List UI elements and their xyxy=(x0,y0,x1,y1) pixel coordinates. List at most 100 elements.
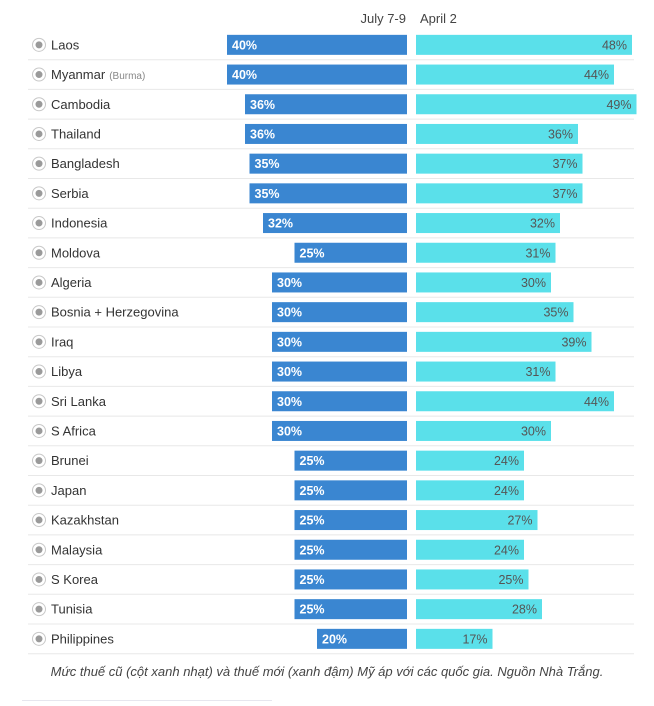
data-label-july-7-9-indonesia: 32% xyxy=(268,217,293,231)
country-note-myanmar: (Burma) xyxy=(109,71,145,82)
flag-indonesia-emblem xyxy=(35,219,43,227)
bar-april-2-kazakhstan xyxy=(416,510,538,531)
country-label-tunisia: Tunisia xyxy=(51,602,93,617)
data-label-july-7-9-sri-lanka: 30% xyxy=(277,395,302,409)
data-label-july-7-9-brunei: 25% xyxy=(300,454,325,468)
country-label-indonesia: Indonesia xyxy=(51,216,108,231)
bar-april-2-cambodia xyxy=(416,94,637,115)
data-label-april-2-malaysia: 24% xyxy=(494,543,519,557)
data-label-april-2-bosnia-herzegovina: 35% xyxy=(543,306,568,320)
bar-april-2-libya xyxy=(416,361,556,382)
country-label-serbia: Serbia xyxy=(51,186,89,201)
bar-april-2-sri-lanka xyxy=(416,391,614,412)
flag-libya-emblem xyxy=(35,368,43,376)
data-label-july-7-9-serbia: 35% xyxy=(255,187,280,201)
country-label-laos: Laos xyxy=(51,37,80,52)
data-label-july-7-9-libya: 30% xyxy=(277,365,302,379)
bar-july-7-9-indonesia xyxy=(263,213,407,234)
country-label-s-korea: S Korea xyxy=(51,572,99,587)
flag-sri-lanka-emblem xyxy=(35,397,43,405)
bar-july-7-9-kazakhstan xyxy=(294,510,407,531)
flag-malaysia-emblem xyxy=(35,546,43,554)
bar-april-2-indonesia xyxy=(416,213,560,234)
flag-moldova-emblem xyxy=(35,249,43,257)
bottom-divider xyxy=(22,700,272,701)
data-label-july-7-9-laos: 40% xyxy=(232,38,257,52)
flag-bosnia-herzegovina-emblem xyxy=(35,308,43,316)
data-label-july-7-9-iraq: 30% xyxy=(277,335,302,349)
bar-july-7-9-s-korea xyxy=(294,569,407,590)
bar-april-2-tunisia xyxy=(416,599,542,620)
data-label-april-2-japan: 24% xyxy=(494,484,519,498)
country-label-libya: Libya xyxy=(51,364,83,379)
country-label-myanmar: Myanmar (Burma) xyxy=(51,67,145,82)
bar-july-7-9-tunisia xyxy=(294,599,407,620)
bar-april-2-laos xyxy=(416,34,632,55)
flag-iraq-emblem xyxy=(35,338,43,346)
data-label-july-7-9-philippines: 20% xyxy=(322,632,347,646)
country-label-bosnia-herzegovina: Bosnia + Herzegovina xyxy=(51,305,179,320)
data-label-april-2-sri-lanka: 44% xyxy=(584,395,609,409)
bar-april-2-bosnia-herzegovina xyxy=(416,302,574,323)
data-label-july-7-9-s-africa: 30% xyxy=(277,424,302,438)
data-label-april-2-kazakhstan: 27% xyxy=(507,514,532,528)
chart-caption: Mức thuế cũ (cột xanh nhạt) và thuế mới … xyxy=(50,664,604,679)
data-label-april-2-s-africa: 30% xyxy=(521,424,546,438)
bar-july-7-9-algeria xyxy=(272,272,407,293)
flag-serbia-emblem xyxy=(35,189,43,197)
country-label-japan: Japan xyxy=(51,483,86,498)
country-label-s-africa: S Africa xyxy=(51,423,97,438)
bar-april-2-bangladesh xyxy=(416,153,583,174)
country-label-iraq: Iraq xyxy=(51,334,73,349)
data-label-july-7-9-bangladesh: 35% xyxy=(255,157,280,171)
country-label-algeria: Algeria xyxy=(51,275,92,290)
data-label-april-2-moldova: 31% xyxy=(525,246,550,260)
bar-july-7-9-moldova xyxy=(294,242,407,263)
legend-label-july-7-9: July 7-9 xyxy=(360,11,406,26)
data-label-july-7-9-myanmar: 40% xyxy=(232,68,257,82)
bar-july-7-9-laos xyxy=(227,34,407,55)
data-label-april-2-bangladesh: 37% xyxy=(552,157,577,171)
bar-july-7-9-japan xyxy=(294,480,407,501)
bar-april-2-malaysia xyxy=(416,539,524,560)
data-label-july-7-9-cambodia: 36% xyxy=(250,98,275,112)
bar-july-7-9-s-africa xyxy=(272,420,407,441)
data-label-april-2-tunisia: 28% xyxy=(512,603,537,617)
country-label-cambodia: Cambodia xyxy=(51,97,111,112)
data-label-april-2-algeria: 30% xyxy=(521,276,546,290)
data-label-april-2-philippines: 17% xyxy=(462,632,487,646)
bar-july-7-9-bangladesh xyxy=(249,153,407,174)
bar-april-2-s-korea xyxy=(416,569,529,590)
bar-april-2-japan xyxy=(416,480,524,501)
flag-s-africa-emblem xyxy=(35,427,43,435)
country-label-thailand: Thailand xyxy=(51,126,101,141)
bar-april-2-iraq xyxy=(416,331,592,352)
bar-july-7-9-myanmar xyxy=(227,64,407,85)
data-label-april-2-iraq: 39% xyxy=(561,335,586,349)
bar-april-2-myanmar xyxy=(416,64,614,85)
flag-laos-emblem xyxy=(35,41,43,49)
data-label-april-2-myanmar: 44% xyxy=(584,68,609,82)
bar-july-7-9-sri-lanka xyxy=(272,391,407,412)
country-label-philippines: Philippines xyxy=(51,631,114,646)
flag-bangladesh-emblem xyxy=(35,160,43,168)
data-label-april-2-laos: 48% xyxy=(602,38,627,52)
data-label-april-2-libya: 31% xyxy=(525,365,550,379)
bar-april-2-algeria xyxy=(416,272,551,293)
country-label-malaysia: Malaysia xyxy=(51,542,103,557)
flag-tunisia-emblem xyxy=(35,605,43,613)
bar-july-7-9-cambodia xyxy=(245,94,407,115)
data-label-july-7-9-algeria: 30% xyxy=(277,276,302,290)
data-label-july-7-9-thailand: 36% xyxy=(250,127,275,141)
country-label-moldova: Moldova xyxy=(51,245,101,260)
data-label-july-7-9-tunisia: 25% xyxy=(300,603,325,617)
legend-label-april-2: April 2 xyxy=(420,11,457,26)
flag-myanmar-emblem xyxy=(35,71,43,79)
data-label-april-2-thailand: 36% xyxy=(548,127,573,141)
data-label-april-2-cambodia: 49% xyxy=(606,98,631,112)
bar-april-2-philippines xyxy=(416,628,493,649)
country-label-kazakhstan: Kazakhstan xyxy=(51,513,119,528)
bar-july-7-9-brunei xyxy=(294,450,407,471)
bar-april-2-thailand xyxy=(416,123,578,144)
flag-cambodia-emblem xyxy=(35,100,43,108)
